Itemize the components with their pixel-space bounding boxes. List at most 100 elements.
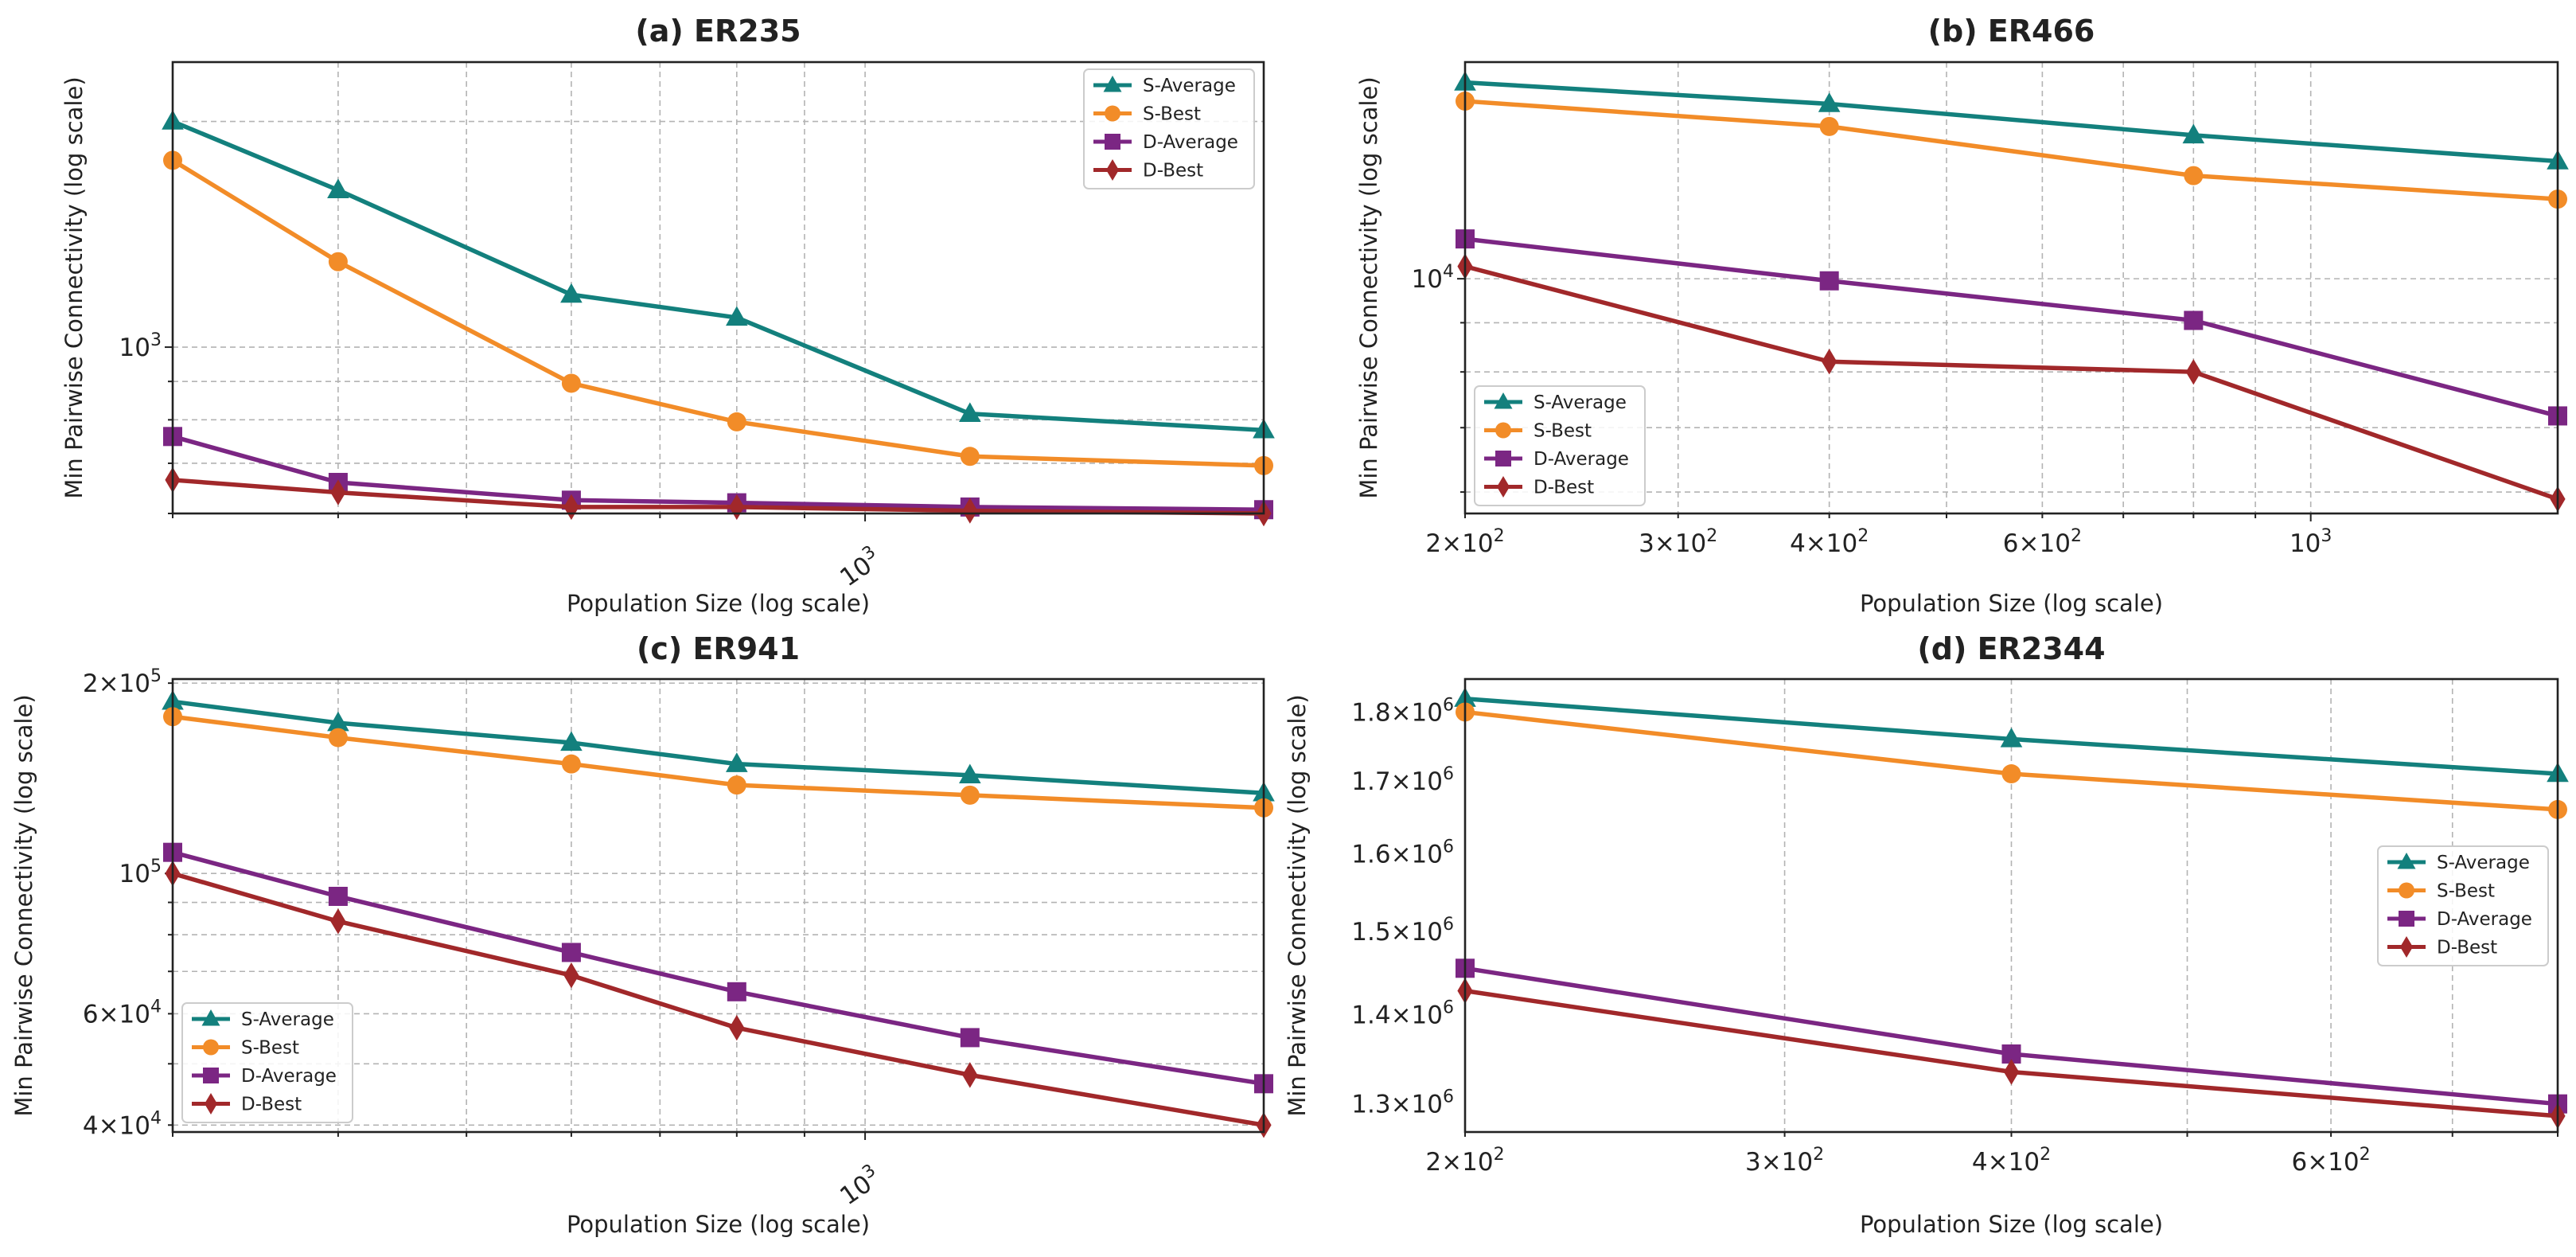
x-tick-label: 6×102 [2003, 526, 2082, 558]
data-point [959, 763, 981, 784]
data-point [727, 982, 746, 1001]
legend-label: S-Average [1534, 392, 1627, 413]
x-axis-label: Population Size (log scale) [1860, 590, 2163, 617]
y-tick-label: 1.8×106 [1351, 695, 1454, 727]
series-line [171, 158, 1265, 468]
grid [165, 679, 1265, 1140]
x-tick-label: 4×102 [1972, 1145, 2051, 1177]
chart-title: (a) ER235 [635, 14, 801, 49]
legend-label: S-Best [1534, 421, 1592, 442]
data-point [2184, 166, 2204, 185]
data-point [727, 775, 746, 795]
chart-title: (b) ER466 [1928, 14, 2095, 49]
legend: S-Average S-Best D-Average D-Best [2377, 845, 2549, 966]
chart-panel-2: 2×102 3×102 4×102 6×102 103 104 (b) ER466 Popul… [1355, 14, 2569, 617]
legend-item: D-Average [2387, 909, 2532, 930]
legend-marker [1105, 134, 1120, 150]
y-tick-label: 1.7×106 [1351, 764, 1454, 796]
data-point [2184, 310, 2204, 330]
legend-label: D-Average [1143, 132, 1238, 153]
data-point [2003, 1059, 2020, 1085]
legend-item: D-Average [1093, 132, 1238, 153]
legend-marker [1105, 105, 1120, 122]
x-tick-label: 4×102 [1790, 526, 1869, 558]
legend-item: D-Best [2387, 936, 2497, 958]
series-s-best [1456, 92, 2567, 209]
series-s-average [162, 689, 1275, 802]
y-tick-label: 4×104 [83, 1108, 162, 1140]
x-tick-label: 6×102 [2291, 1145, 2370, 1177]
chart-panel-4: 2×102 3×102 4×102 6×102 1.8×106 1.7×106 1.6×10… [1284, 631, 2569, 1238]
series-line [171, 119, 1265, 433]
legend-label: S-Best [241, 1038, 299, 1059]
data-point [727, 412, 746, 431]
data-point [1822, 349, 1837, 375]
data-point [2000, 728, 2023, 748]
data-point [2001, 764, 2021, 784]
chart-title: (d) ER2344 [1917, 631, 2105, 666]
legend-label: D-Best [1534, 478, 1594, 498]
x-tick-label: 103 [833, 1161, 887, 1211]
x-axis-label: Population Size (log scale) [567, 590, 870, 617]
y-tick-label: 103 [119, 330, 162, 362]
series-line [172, 714, 1265, 810]
legend-item: S-Average [1093, 76, 1236, 96]
legend-label: D-Best [1143, 161, 1203, 182]
x-tick-label: 103 [833, 542, 887, 592]
data-point [328, 252, 348, 271]
legend-item: S-Best [1093, 104, 1201, 125]
legend-label: S-Best [1143, 104, 1201, 125]
chart-title: (c) ER941 [637, 631, 800, 666]
y-tick-label: 105 [119, 857, 162, 888]
legend-label: S-Best [2437, 881, 2495, 902]
legend-box [1083, 68, 1255, 189]
x-axis-label: Population Size (log scale) [1860, 1211, 2163, 1238]
legend-box [181, 1002, 353, 1123]
y-tick-label: 1.6×106 [1351, 837, 1454, 869]
axes-frame [171, 677, 1265, 1134]
data-point [726, 752, 748, 772]
y-tick-label: 6×104 [83, 997, 162, 1029]
y-axis-label: Min Pairwise Connectivity (log scale) [60, 76, 88, 498]
data-point [960, 1028, 980, 1048]
data-point [328, 886, 348, 906]
data-point [561, 373, 581, 393]
data-point [560, 283, 583, 303]
legend-label: D-Average [241, 1066, 337, 1087]
chart-panel-1: 103 103 (a) ER235 Population Size (log scal… [60, 14, 1275, 617]
x-axis-label: Population Size (log scale) [567, 1211, 870, 1238]
legend-marker [1495, 422, 1511, 439]
x-tick-label: 3×102 [1639, 526, 1717, 558]
data-point [1819, 116, 1839, 136]
data-point [1818, 92, 1841, 112]
series-line [1464, 264, 2558, 502]
legend-item: S-Best [2387, 881, 2495, 902]
legend-label: D-Best [2437, 938, 2497, 958]
y-axis-label: Min Pairwise Connectivity (log scale) [1355, 76, 1382, 498]
series-s-best [163, 707, 1273, 818]
data-point [726, 306, 748, 326]
legend-marker [1497, 476, 1510, 498]
axes-frame [171, 61, 1265, 515]
y-tick-label: 1.3×106 [1351, 1087, 1454, 1119]
legend-marker [203, 1068, 219, 1083]
legend-item: D-Average [192, 1066, 337, 1087]
series-d-average [163, 842, 1273, 1094]
legend-marker [2400, 936, 2413, 958]
data-point [959, 402, 981, 422]
y-axis-label: Min Pairwise Connectivity (log scale) [10, 694, 37, 1116]
grid [1457, 62, 2558, 521]
legend: S-Average S-Best D-Average D-Best [181, 1002, 353, 1123]
data-point [561, 754, 581, 774]
legend-marker [2399, 911, 2414, 927]
series-line [1464, 80, 2558, 164]
series-line [172, 850, 1265, 1087]
legend-item: D-Best [1484, 476, 1594, 498]
y-axis-label: Min Pairwise Connectivity (log scale) [1284, 694, 1311, 1116]
x-tick-label: 103 [2290, 526, 2332, 558]
chart-panel-3: 103 2×105 105 6×104 4×104 (c) ER941 Population… [10, 631, 1275, 1238]
legend-box [2377, 845, 2549, 966]
data-point [962, 1062, 978, 1088]
x-tick-label: 3×102 [1745, 1145, 1824, 1177]
legend-label: D-Average [1534, 449, 1629, 470]
